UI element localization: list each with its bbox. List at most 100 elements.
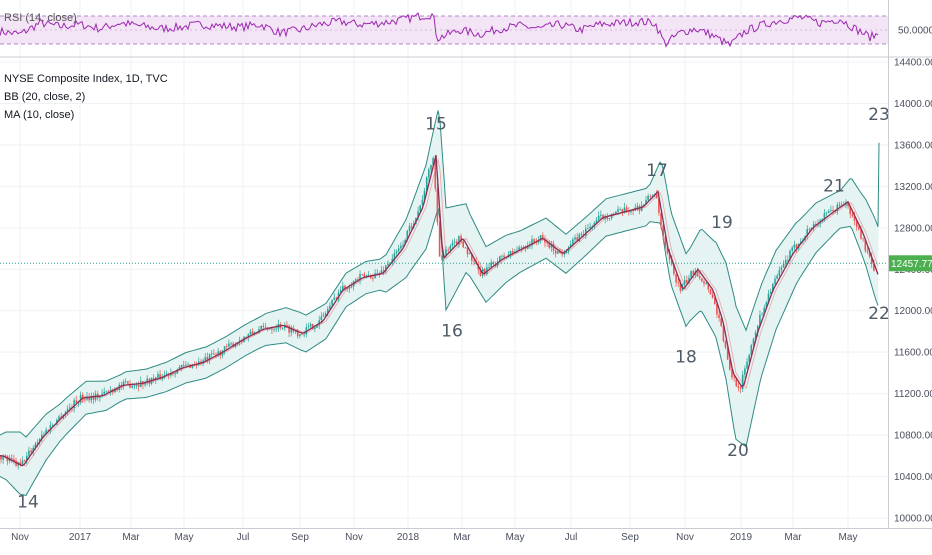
candle-body — [628, 210, 630, 213]
candle-body — [223, 346, 226, 351]
candle-body — [604, 217, 606, 219]
candle-body — [425, 177, 428, 191]
candle-body — [795, 244, 798, 249]
bb-lower — [0, 207, 879, 496]
candle-body — [649, 195, 652, 197]
candle-body — [391, 258, 394, 263]
candle-body — [729, 359, 731, 370]
candle-body — [640, 205, 643, 211]
candle-body — [215, 354, 217, 356]
candle-body — [2, 455, 4, 460]
candle-body — [645, 199, 647, 205]
candle-body — [668, 253, 671, 260]
candle-body — [619, 209, 621, 210]
candle-body — [565, 251, 568, 253]
candle-body — [709, 289, 712, 295]
price-tick-label: 10800.000 — [894, 431, 932, 442]
candle-body — [331, 299, 333, 306]
candle-body — [563, 252, 566, 255]
candle-body — [643, 204, 645, 206]
candle-body — [724, 340, 727, 348]
candle-body — [539, 235, 542, 240]
candle-body — [855, 220, 858, 227]
candle-body — [185, 364, 187, 366]
candle-body — [774, 278, 776, 284]
wave-label: 21 — [823, 177, 845, 197]
candle-body — [490, 262, 492, 268]
candle-body — [380, 270, 383, 274]
candle-body — [623, 207, 626, 213]
candle-body — [84, 399, 86, 401]
bb-legend[interactable]: BB (20, close, 2) — [4, 91, 86, 103]
candle-body — [344, 285, 346, 289]
candle-body — [367, 275, 370, 276]
price-tick-label: 10000.000 — [894, 514, 932, 525]
candle-body — [574, 237, 576, 240]
candle-body — [821, 219, 824, 221]
candle-body — [772, 284, 774, 293]
candle-body — [109, 389, 112, 392]
candle-body — [550, 244, 553, 248]
wave-label: 14 — [17, 493, 39, 513]
candle-body — [711, 294, 714, 298]
current-price-tag — [889, 255, 932, 272]
candle-body — [333, 297, 335, 300]
candle-body — [152, 377, 155, 380]
candle-body — [359, 274, 361, 280]
x-tick-label: 2019 — [730, 532, 753, 543]
candle-body — [382, 270, 385, 272]
price-tick-label: 11600.000 — [894, 348, 932, 359]
x-tick-label: Jul — [565, 532, 578, 543]
candle-body — [423, 190, 426, 200]
candle-body — [376, 273, 378, 274]
candle-body — [281, 328, 284, 329]
candle-body — [655, 194, 658, 199]
candle-body — [269, 328, 271, 330]
candle-body — [445, 249, 447, 255]
candle-body — [679, 282, 682, 291]
candle-body — [671, 259, 673, 265]
candle-body — [249, 331, 252, 335]
rsi-legend[interactable]: RSI (14, close) — [4, 12, 77, 24]
candle-body — [462, 241, 464, 248]
candle-body — [288, 325, 290, 333]
candle-body — [677, 282, 679, 284]
candle-body — [698, 276, 701, 279]
candle-body — [666, 246, 669, 254]
candle-body — [342, 285, 344, 291]
wave-label: 20 — [727, 441, 749, 461]
candle-body — [303, 334, 305, 336]
candle-body — [511, 251, 514, 253]
candle-body — [703, 281, 705, 284]
candle-body — [99, 396, 101, 398]
candle-body — [456, 241, 458, 245]
symbol-legend[interactable]: NYSE Composite Index, 1D, TVC — [4, 73, 168, 85]
candle-body — [296, 331, 299, 337]
candle-body — [410, 226, 413, 228]
candle-body — [127, 381, 129, 384]
wave-label: 23 — [868, 105, 890, 125]
ma-legend[interactable]: MA (10, close) — [4, 109, 75, 121]
candle-body — [580, 234, 583, 235]
candle-body — [299, 334, 301, 337]
candle-body — [531, 239, 533, 246]
candle-body — [518, 247, 520, 251]
candle-body — [815, 224, 817, 225]
candle-body — [178, 367, 181, 370]
candle-body — [585, 228, 587, 236]
candle-body — [757, 325, 759, 333]
x-tick-label: Mar — [784, 532, 802, 543]
candle-body — [428, 169, 430, 178]
price-tick-label: 14400.000 — [894, 58, 932, 69]
x-tick-label: Mar — [453, 532, 471, 543]
candle-body — [707, 283, 710, 290]
candle-body — [273, 329, 275, 330]
candle-body — [408, 226, 411, 231]
candle-body — [36, 442, 39, 444]
wave-label: 18 — [675, 348, 697, 368]
candle-body — [617, 209, 619, 212]
candle-body — [314, 327, 316, 329]
candle-body — [430, 164, 432, 170]
candle-body — [404, 239, 406, 245]
